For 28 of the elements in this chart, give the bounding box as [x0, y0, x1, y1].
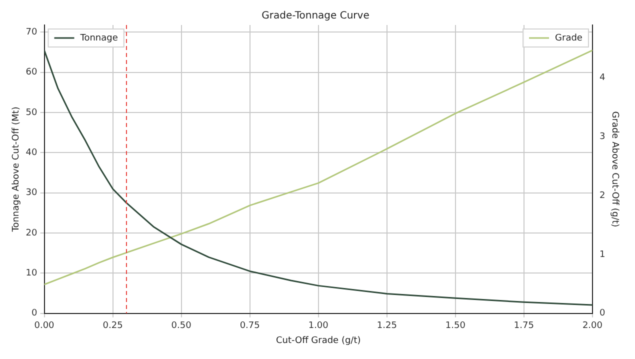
y-tick-label: 50: [26, 108, 38, 118]
y2-tick-label: 0: [599, 308, 606, 319]
y-tick-label: 10: [26, 268, 38, 279]
x-tick-label: 0.75: [240, 321, 260, 332]
y2-tick-label: 2: [599, 190, 606, 201]
x-tick-label: 1.75: [514, 321, 534, 332]
legend-label: Grade: [555, 33, 583, 44]
y-tick-label: 40: [26, 148, 38, 158]
y-tick-label: 30: [26, 188, 38, 198]
y-tick-label: 0: [32, 308, 38, 319]
y-tick-label: 70: [26, 28, 38, 38]
x-tick-label: 0.25: [102, 321, 123, 332]
y-axis-title: Tonnage Above Cut-Off (Mt): [12, 106, 22, 233]
y2-axis-title: Grade Above Cut-Off (g/t): [609, 111, 620, 228]
y-tick-label: 20: [26, 228, 38, 238]
x-tick-label: 1.00: [308, 321, 329, 332]
x-tick-label: 1.25: [376, 321, 397, 332]
y2-tick-label: 4: [599, 72, 606, 83]
y2-tick-label: 1: [599, 250, 606, 260]
y-tick-label: 60: [26, 68, 38, 78]
legend-label: Tonnage: [79, 33, 118, 44]
x-axis-title: Cut-Off Grade (g/t): [276, 336, 361, 346]
x-tick-label: 0.00: [34, 321, 55, 332]
y2-tick-label: 3: [599, 132, 606, 142]
x-tick-label: 2.00: [582, 321, 603, 332]
chart-title: Grade-Tonnage Curve: [262, 10, 370, 22]
x-tick-label: 1.50: [445, 321, 466, 332]
x-tick-label: 0.50: [171, 321, 192, 332]
